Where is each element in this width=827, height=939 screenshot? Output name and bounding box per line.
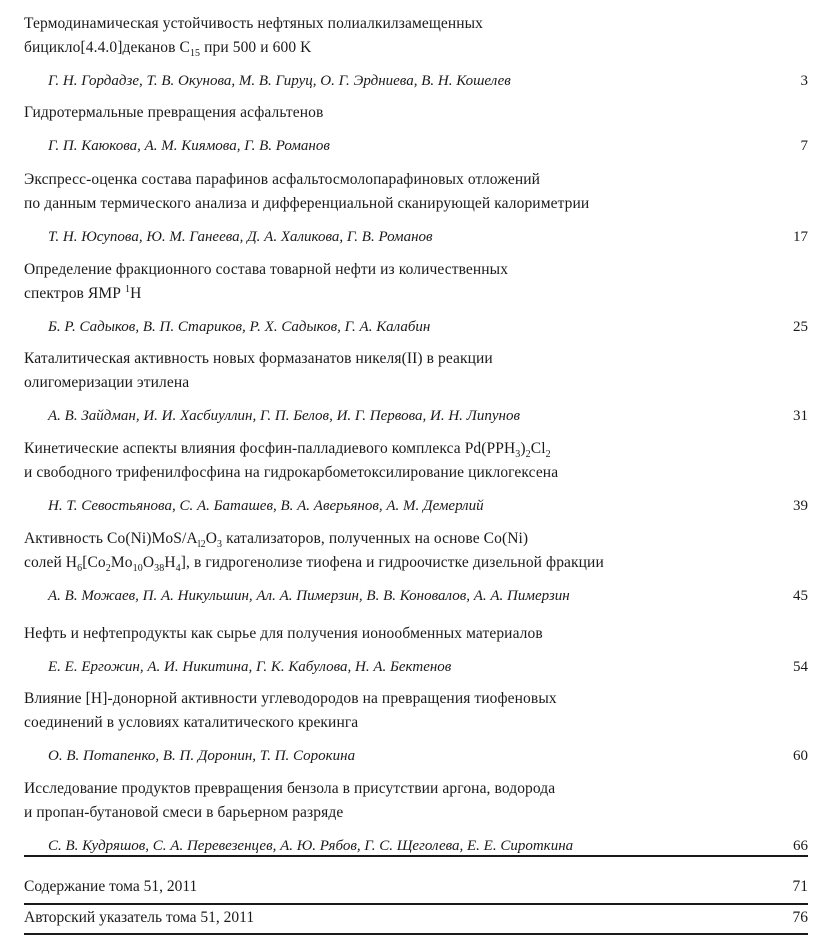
toc-entry: Активность Co(Ni)MoS/Al2O3 катализаторов… [24, 527, 808, 610]
title-line: спектров ЯМР 1H [24, 283, 142, 302]
article-authors: Т. Н. Юсупова, Ю. М. Ганеева, Д. А. Хали… [48, 229, 433, 245]
article-authors: Б. Р. Садыков, В. П. Стариков, Р. Х. Сад… [48, 319, 431, 335]
article-authors: А. В. Зайдман, И. И. Хасбиуллин, Г. П. Б… [48, 408, 520, 424]
title-line: Экспресс-оценка состава парафинов асфаль… [24, 171, 541, 188]
page-number: 3 [800, 73, 809, 89]
title-line: по данным термического анализа и диффере… [24, 195, 590, 212]
toc-entry: Исследование продуктов превращения бензо… [24, 777, 808, 860]
byline: Н. Т. Севостьянова, С. А. Баташев, В. А.… [24, 498, 808, 520]
article-authors: А. В. Можаев, П. А. Никульшин, Ал. А. Пи… [48, 588, 570, 604]
title-line: солей H6[Co2Mo10O38H4], в гидрогенолизе … [24, 554, 604, 575]
page-number: 66 [793, 838, 808, 854]
title-line: соединений в условиях каталитического кр… [24, 714, 359, 731]
toc-entry: Нефть и нефтепродукты как сырье для полу… [24, 622, 808, 681]
article-title: Нефть и нефтепродукты как сырье для полу… [24, 622, 808, 646]
byline: С. В. Кудряшов, С. А. Перевезенцев, А. Ю… [24, 838, 808, 860]
title-line: Термодинамическая устойчивость нефтяных … [24, 15, 484, 32]
toc-entry: Термодинамическая устойчивость нефтяных … [24, 12, 808, 95]
byline: Е. Е. Ергожин, А. И. Никитина, Г. К. Каб… [24, 659, 808, 681]
page-number: 31 [793, 408, 808, 424]
article-title: Определение фракционного состава товарно… [24, 258, 808, 306]
page-number: 39 [793, 498, 808, 514]
byline: Г. П. Каюкова, А. М. Киямова, Г. В. Рома… [24, 138, 808, 160]
toc-entry: Определение фракционного состава товарно… [24, 258, 808, 341]
toc-entry: Гидротермальные превращения асфальтенов Г… [24, 101, 808, 160]
byline: Б. Р. Садыков, В. П. Стариков, Р. Х. Сад… [24, 319, 808, 341]
divider [24, 933, 808, 935]
article-title: Экспресс-оценка состава парафинов асфаль… [24, 168, 808, 216]
title-line: Влияние [H]-донорной активности углеводо… [24, 690, 557, 707]
title-line: Каталитическая активность новых формазан… [24, 350, 493, 367]
byline: Т. Н. Юсупова, Ю. М. Ганеева, Д. А. Хали… [24, 229, 808, 251]
divider [24, 903, 808, 905]
page-number: 7 [800, 138, 809, 154]
byline: Г. Н. Гордадзе, Т. В. Окунова, М. В. Гир… [24, 73, 808, 95]
toc-entry: Кинетические аспекты влияния фосфин-палл… [24, 437, 808, 520]
author-index-entry: Авторский указатель тома 51, 2011 76 [24, 909, 808, 931]
page-number: 76 [792, 909, 809, 926]
page-number: 54 [793, 659, 808, 675]
separator-rule [24, 855, 808, 857]
article-authors: Е. Е. Ергожин, А. И. Никитина, Г. К. Каб… [48, 659, 452, 675]
title-line: Исследование продуктов превращения бензо… [24, 780, 556, 797]
title-line: Кинетические аспекты влияния фосфин-палл… [24, 440, 551, 461]
title-line: Гидротермальные превращения асфальтенов [24, 104, 324, 121]
volume-contents-entry: Содержание тома 51, 2011 71 [24, 878, 808, 900]
byline: О. В. Потапенко, В. П. Доронин, Т. П. Со… [24, 748, 808, 770]
entry-label: Содержание тома 51, 2011 [24, 878, 198, 895]
article-title: Исследование продуктов превращения бензо… [24, 777, 808, 825]
page-number: 60 [793, 748, 808, 764]
toc-entry: Экспресс-оценка состава парафинов асфаль… [24, 168, 808, 251]
article-title: Термодинамическая устойчивость нефтяных … [24, 12, 808, 60]
title-line: олигомеризации этилена [24, 374, 190, 391]
title-line: бицикло[4.4.0]деканов C15 при 500 и 600 … [24, 39, 312, 60]
article-authors: Н. Т. Севостьянова, С. А. Баташев, В. А.… [48, 498, 484, 514]
article-authors: Г. Н. Гордадзе, Т. В. Окунова, М. В. Гир… [48, 73, 511, 89]
article-title: Гидротермальные превращения асфальтенов [24, 101, 808, 125]
article-title: Кинетические аспекты влияния фосфин-палл… [24, 437, 808, 485]
article-authors: С. В. Кудряшов, С. А. Перевезенцев, А. Ю… [48, 838, 574, 854]
title-line: Активность Co(Ni)MoS/Al2O3 катализаторов… [24, 530, 529, 551]
article-authors: Г. П. Каюкова, А. М. Киямова, Г. В. Рома… [48, 138, 330, 154]
article-title: Активность Co(Ni)MoS/Al2O3 катализаторов… [24, 527, 808, 575]
page-number: 25 [793, 319, 808, 335]
page-number: 71 [792, 878, 809, 895]
toc-entry: Каталитическая активность новых формазан… [24, 347, 808, 430]
toc-entry: Влияние [H]-донорной активности углеводо… [24, 687, 808, 770]
byline: А. В. Можаев, П. А. Никульшин, Ал. А. Пи… [24, 588, 808, 610]
page-number: 17 [793, 229, 808, 245]
title-line: и свободного трифенилфосфина на гидрокар… [24, 464, 559, 481]
title-line: Определение фракционного состава товарно… [24, 261, 509, 278]
page-number: 45 [793, 588, 808, 604]
article-title: Влияние [H]-донорной активности углеводо… [24, 687, 808, 735]
title-line: и пропан-бутановой смеси в барьерном раз… [24, 804, 344, 821]
byline: А. В. Зайдман, И. И. Хасбиуллин, Г. П. Б… [24, 408, 808, 430]
article-authors: О. В. Потапенко, В. П. Доронин, Т. П. Со… [48, 748, 356, 764]
article-title: Каталитическая активность новых формазан… [24, 347, 808, 395]
entry-label: Авторский указатель тома 51, 2011 [24, 909, 255, 926]
title-line: Нефть и нефтепродукты как сырье для полу… [24, 625, 543, 642]
